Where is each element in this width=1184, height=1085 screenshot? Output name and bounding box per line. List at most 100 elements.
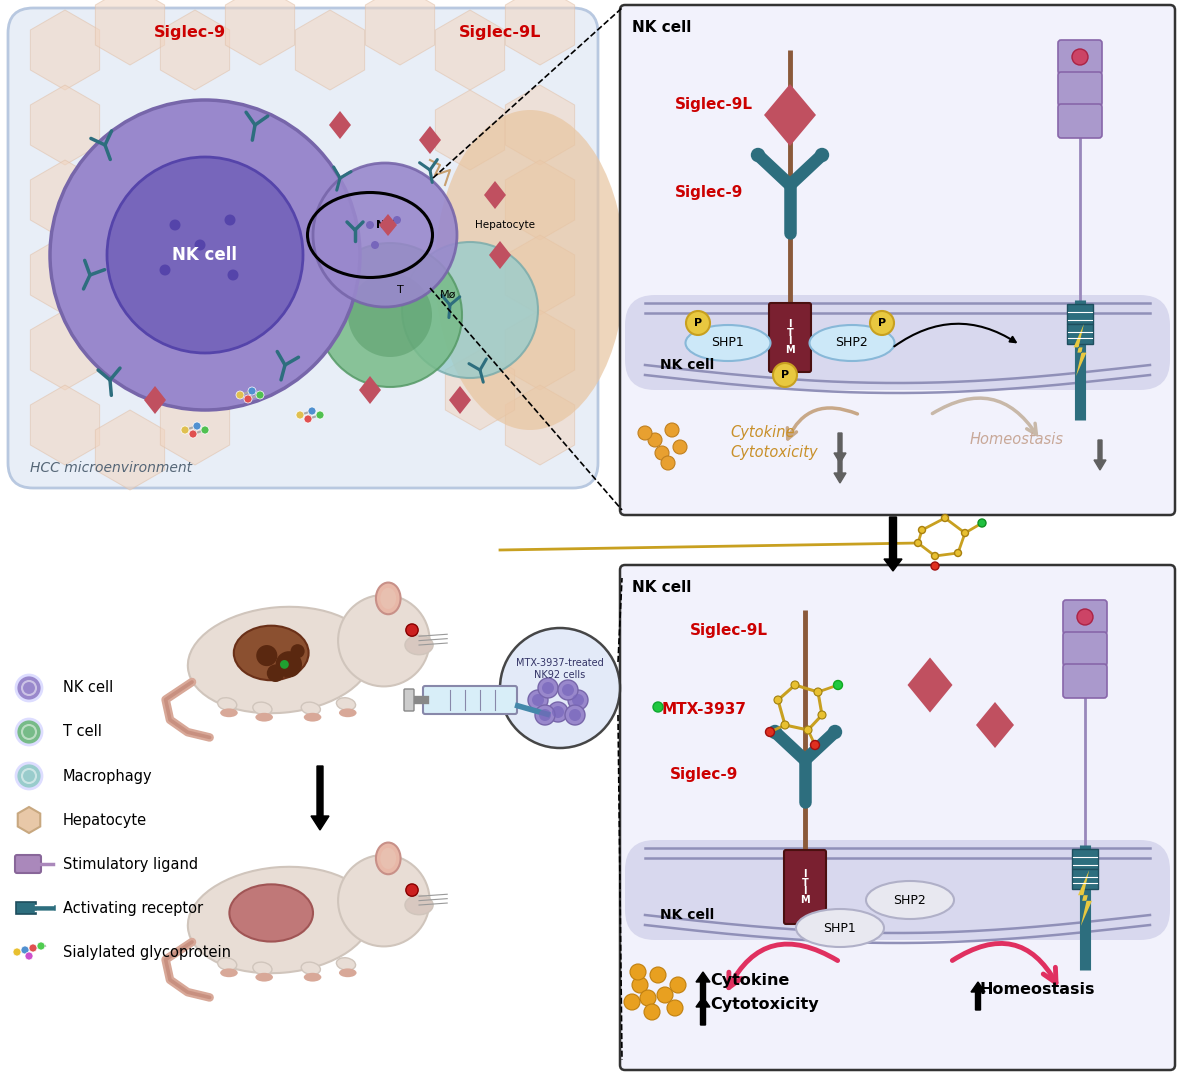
Text: HCC microenvironment: HCC microenvironment bbox=[30, 461, 192, 475]
Circle shape bbox=[17, 763, 41, 789]
Circle shape bbox=[348, 273, 432, 357]
Ellipse shape bbox=[218, 958, 237, 970]
Circle shape bbox=[565, 705, 585, 725]
Circle shape bbox=[870, 311, 894, 335]
FancyArrow shape bbox=[834, 454, 847, 483]
Circle shape bbox=[194, 240, 206, 251]
Circle shape bbox=[50, 100, 360, 410]
Circle shape bbox=[673, 441, 687, 454]
Circle shape bbox=[657, 987, 673, 1003]
Text: Siglec-9: Siglec-9 bbox=[670, 767, 739, 782]
Circle shape bbox=[17, 675, 41, 701]
Ellipse shape bbox=[218, 698, 237, 711]
Ellipse shape bbox=[336, 958, 355, 970]
FancyBboxPatch shape bbox=[1063, 600, 1107, 634]
Circle shape bbox=[290, 644, 304, 659]
Ellipse shape bbox=[233, 626, 309, 680]
Circle shape bbox=[558, 680, 578, 700]
Polygon shape bbox=[225, 0, 295, 65]
Circle shape bbox=[548, 702, 568, 722]
Circle shape bbox=[931, 562, 939, 570]
Ellipse shape bbox=[339, 709, 356, 717]
Polygon shape bbox=[96, 0, 165, 65]
Circle shape bbox=[406, 884, 418, 896]
Text: Hepatocyte: Hepatocyte bbox=[63, 813, 147, 828]
Circle shape bbox=[538, 678, 558, 698]
Text: T cell: T cell bbox=[63, 725, 102, 740]
Circle shape bbox=[828, 725, 842, 739]
Ellipse shape bbox=[866, 881, 954, 919]
FancyBboxPatch shape bbox=[404, 689, 414, 711]
Text: P: P bbox=[879, 318, 886, 328]
Text: NK cell: NK cell bbox=[63, 680, 114, 695]
Circle shape bbox=[661, 456, 675, 470]
Polygon shape bbox=[160, 10, 230, 90]
Text: NK cell: NK cell bbox=[632, 20, 691, 35]
Polygon shape bbox=[445, 350, 515, 430]
Circle shape bbox=[225, 215, 236, 226]
Ellipse shape bbox=[405, 895, 433, 915]
Circle shape bbox=[961, 529, 969, 536]
Text: Cytotoxicity: Cytotoxicity bbox=[731, 446, 818, 460]
Polygon shape bbox=[31, 10, 99, 90]
Circle shape bbox=[535, 705, 555, 725]
Text: Homeostasis: Homeostasis bbox=[970, 433, 1064, 447]
Polygon shape bbox=[1077, 870, 1092, 926]
Circle shape bbox=[532, 694, 543, 706]
Circle shape bbox=[169, 219, 180, 230]
Circle shape bbox=[638, 426, 652, 441]
Circle shape bbox=[630, 963, 646, 980]
Text: NK cell: NK cell bbox=[632, 579, 691, 595]
Circle shape bbox=[296, 411, 304, 419]
Polygon shape bbox=[1074, 324, 1087, 376]
Polygon shape bbox=[506, 159, 574, 240]
Circle shape bbox=[818, 711, 826, 719]
Circle shape bbox=[247, 387, 256, 395]
Circle shape bbox=[276, 651, 302, 678]
Circle shape bbox=[751, 148, 765, 162]
Circle shape bbox=[811, 740, 819, 750]
Circle shape bbox=[791, 681, 799, 689]
Polygon shape bbox=[489, 241, 511, 269]
Circle shape bbox=[834, 680, 843, 689]
Text: SHP2: SHP2 bbox=[894, 894, 926, 906]
Text: Cytotoxicity: Cytotoxicity bbox=[710, 997, 818, 1012]
Text: NK cell: NK cell bbox=[173, 246, 238, 264]
Circle shape bbox=[1072, 49, 1088, 65]
FancyBboxPatch shape bbox=[1072, 869, 1098, 889]
Circle shape bbox=[815, 148, 829, 162]
FancyBboxPatch shape bbox=[1058, 104, 1102, 138]
Circle shape bbox=[542, 682, 554, 694]
Circle shape bbox=[914, 539, 921, 547]
Polygon shape bbox=[31, 385, 99, 465]
Circle shape bbox=[13, 948, 21, 956]
Polygon shape bbox=[506, 310, 574, 390]
Circle shape bbox=[813, 688, 822, 695]
Ellipse shape bbox=[435, 110, 625, 430]
Circle shape bbox=[160, 265, 170, 276]
Ellipse shape bbox=[220, 709, 238, 717]
Ellipse shape bbox=[304, 973, 321, 982]
Circle shape bbox=[528, 690, 548, 710]
Circle shape bbox=[28, 944, 37, 952]
Circle shape bbox=[766, 728, 774, 737]
Circle shape bbox=[339, 595, 430, 687]
Circle shape bbox=[316, 411, 324, 419]
Text: Sialylated glycoprotein: Sialylated glycoprotein bbox=[63, 945, 231, 959]
Text: I
T
I
M: I T I M bbox=[785, 319, 794, 355]
Text: SHP1: SHP1 bbox=[712, 336, 745, 349]
Circle shape bbox=[767, 725, 783, 739]
Text: NK cell: NK cell bbox=[659, 908, 714, 922]
FancyArrowPatch shape bbox=[952, 944, 1056, 983]
Circle shape bbox=[650, 967, 665, 983]
Circle shape bbox=[773, 363, 797, 387]
Circle shape bbox=[193, 422, 201, 430]
Circle shape bbox=[978, 519, 986, 527]
Circle shape bbox=[107, 157, 303, 353]
Circle shape bbox=[954, 549, 961, 557]
FancyBboxPatch shape bbox=[1058, 40, 1102, 74]
Polygon shape bbox=[506, 385, 574, 465]
Polygon shape bbox=[31, 159, 99, 240]
Polygon shape bbox=[419, 126, 440, 154]
FancyArrow shape bbox=[696, 972, 710, 1000]
